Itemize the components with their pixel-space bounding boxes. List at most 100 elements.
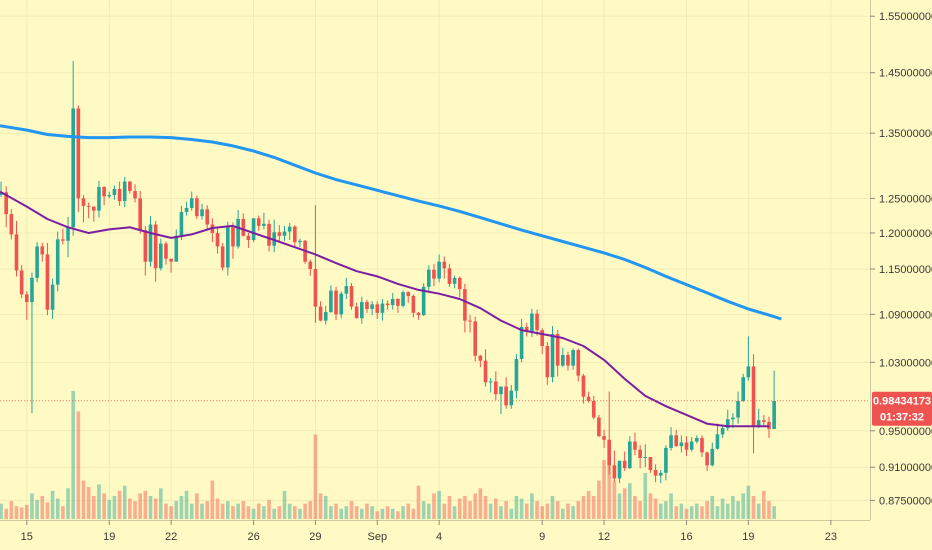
candle-body — [679, 442, 684, 447]
volume-bar — [457, 498, 462, 519]
volume-bar — [303, 503, 307, 519]
volume-bar — [153, 498, 158, 519]
volume-bar — [581, 495, 586, 519]
candle-body — [251, 218, 256, 241]
candle-body — [313, 268, 318, 307]
candle-body — [689, 441, 694, 450]
volume-bar — [767, 501, 771, 519]
candle-body — [457, 277, 462, 290]
candle-body — [566, 354, 570, 366]
volume-bar — [267, 499, 271, 519]
volume-bar — [272, 508, 276, 519]
candle-body — [550, 334, 555, 378]
volume-bar — [499, 506, 503, 519]
candle-body — [540, 330, 545, 347]
candle-body — [4, 192, 8, 215]
volume-bar — [102, 493, 106, 519]
candle-body — [488, 381, 493, 383]
candle-body — [318, 306, 323, 321]
volume-bar — [4, 508, 8, 519]
price-tick-label: 1.03000000 — [879, 357, 932, 369]
candle-body — [226, 227, 230, 268]
candle-body — [571, 350, 575, 366]
candle-body — [597, 417, 601, 437]
volume-bar — [617, 493, 622, 519]
moving-average-layer — [0, 124, 782, 428]
volume-bar — [664, 501, 668, 519]
time-tick-label: 29 — [309, 531, 321, 543]
candle-body — [653, 470, 658, 476]
candle-body — [174, 235, 179, 262]
candle-body — [143, 230, 148, 262]
candle-body — [535, 313, 539, 331]
volume-bar — [741, 493, 746, 519]
time-tick-label: 16 — [680, 531, 692, 543]
volume-bar — [396, 511, 400, 519]
candle-body — [731, 417, 735, 420]
time-tick-label: 23 — [825, 531, 837, 543]
candle-body — [736, 401, 740, 418]
candle-body — [231, 227, 235, 247]
volume-bar — [561, 508, 565, 519]
candle-body — [385, 303, 390, 306]
volume-bar — [24, 504, 29, 519]
volume-bar — [607, 444, 612, 519]
candle-body — [375, 304, 380, 313]
volume-bar — [571, 506, 575, 519]
candle-body — [602, 436, 606, 440]
volume-bar — [427, 503, 431, 519]
candle-body — [421, 286, 426, 316]
candle-body — [622, 460, 627, 469]
volume-bar — [91, 495, 96, 519]
candle-body — [298, 240, 302, 243]
volume-bar — [179, 495, 184, 519]
candle-body — [586, 396, 591, 402]
candle-body — [370, 304, 374, 309]
volume-bar — [138, 493, 142, 519]
volume-bar — [550, 495, 555, 519]
candle-body — [390, 298, 395, 306]
volume-bar — [287, 503, 292, 519]
candle-body — [545, 346, 550, 378]
volume-bar — [262, 506, 266, 519]
candle-body — [241, 218, 246, 236]
candle-body — [138, 198, 142, 231]
volume-bar — [164, 503, 168, 519]
candle-body — [396, 298, 400, 306]
candle-body — [483, 360, 488, 383]
volume-bar — [545, 503, 550, 519]
time-axis[interactable]: 15 19 22 26 29 Sep 4 9 12 16 19 23 — [21, 520, 837, 543]
candle-body — [277, 232, 282, 236]
price-tick-label: 1.20000000 — [879, 228, 932, 240]
volume-bar — [390, 508, 395, 519]
candle-body — [169, 258, 173, 262]
ma-long-line — [0, 124, 782, 321]
candle-body — [519, 326, 524, 360]
price-axis[interactable]: 1.55000000 1.45000000 1.35000000 1.25000000… — [870, 11, 932, 507]
candle-body — [648, 457, 653, 471]
candle-body — [349, 286, 354, 307]
volume-bar — [622, 488, 627, 519]
candle-body — [684, 442, 689, 450]
candle-body — [695, 437, 699, 442]
volume-bar — [159, 488, 163, 519]
volume-bar — [669, 493, 673, 519]
volume-bar — [437, 490, 441, 519]
volume-bar — [731, 495, 735, 519]
candle-body — [133, 190, 137, 199]
volume-bar — [401, 506, 405, 519]
volume-bar — [14, 506, 19, 519]
candle-body — [581, 375, 586, 397]
volume-bar — [756, 503, 761, 519]
price-tick-label: 1.25000000 — [879, 193, 932, 205]
volume-bar — [128, 498, 132, 519]
volume-bar — [293, 506, 297, 519]
volume-bar — [684, 508, 689, 519]
volume-bar — [35, 499, 39, 519]
volume-bar — [468, 501, 472, 519]
candle-body — [189, 198, 194, 208]
volume-bar — [746, 485, 751, 519]
candle-body — [354, 306, 359, 319]
volume-bar — [483, 495, 488, 519]
